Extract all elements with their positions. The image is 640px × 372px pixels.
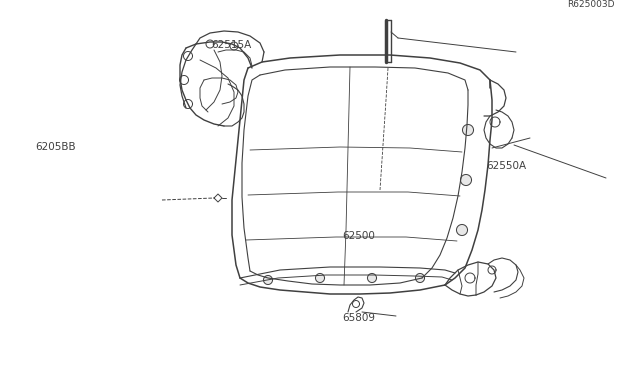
Text: 62500: 62500 <box>342 231 375 241</box>
Text: R625003D: R625003D <box>567 0 614 9</box>
Polygon shape <box>461 174 472 186</box>
Text: 62515A: 62515A <box>211 40 252 49</box>
Polygon shape <box>316 273 324 282</box>
Polygon shape <box>456 225 467 235</box>
Text: 62550A: 62550A <box>486 161 527 170</box>
Polygon shape <box>463 125 474 135</box>
Polygon shape <box>264 276 273 285</box>
Polygon shape <box>415 273 424 282</box>
Text: 65809: 65809 <box>342 313 376 323</box>
Polygon shape <box>367 273 376 282</box>
Text: 6205BB: 6205BB <box>35 142 76 152</box>
